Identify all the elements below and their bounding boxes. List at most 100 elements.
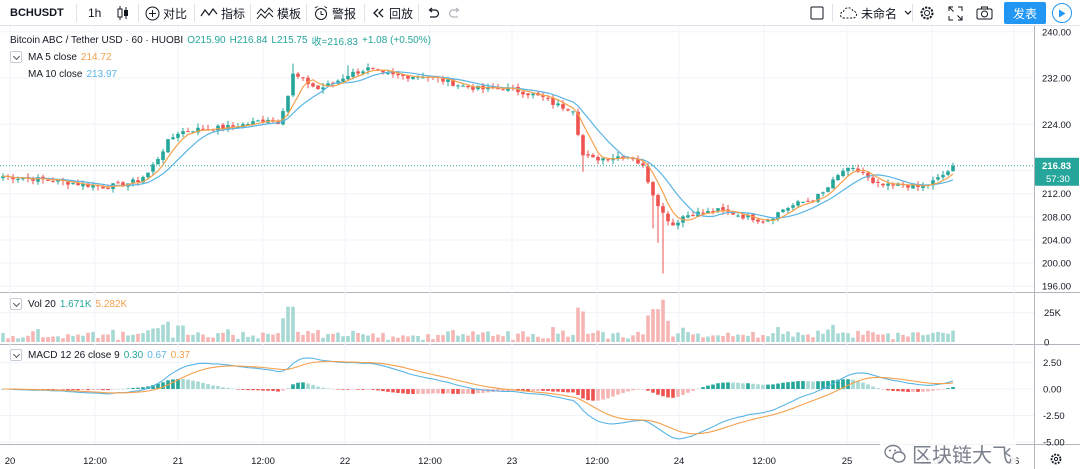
- candle-body: [386, 73, 390, 75]
- candle-body: [341, 78, 345, 82]
- volume-bar: [86, 332, 90, 342]
- compare-button[interactable]: 对比: [145, 0, 187, 26]
- volume-legend: Vol 20 1.671K 5.282K: [10, 298, 127, 310]
- macd-histogram-bar: [311, 384, 315, 389]
- templates-button[interactable]: 模板: [256, 0, 301, 26]
- volume-bar: [206, 337, 210, 342]
- volume-bar: [691, 334, 695, 342]
- volume-bar: [766, 336, 770, 342]
- macd-histogram-bar: [331, 389, 335, 390]
- signal-line-value: 0.37: [170, 349, 191, 361]
- macd-histogram-bar: [871, 386, 875, 389]
- volume-bar: [26, 335, 30, 342]
- collapse-toggle[interactable]: [10, 51, 22, 63]
- price-tick-label: 212.00: [1042, 189, 1071, 200]
- candle-body: [641, 163, 645, 166]
- undo-icon: [428, 7, 440, 18]
- macd-line: [3, 357, 954, 440]
- toolbar-divider: [912, 4, 913, 22]
- candle-body: [531, 93, 535, 96]
- volume-bar: [221, 332, 225, 342]
- undo-button[interactable]: [426, 0, 440, 26]
- volume-bar: [466, 335, 470, 342]
- chart-container[interactable]: 240.00232.00224.00216.00212.00208.00204.…: [0, 26, 1080, 469]
- volume-bar: [521, 331, 525, 342]
- snapshot-button[interactable]: [976, 0, 993, 26]
- macd-histogram-bar: [386, 389, 390, 392]
- macd-histogram-bar: [786, 382, 790, 389]
- macd-histogram-bar: [226, 387, 230, 389]
- volume-bar: [306, 330, 310, 342]
- candle-body: [691, 214, 695, 216]
- macd-histogram-bar: [611, 389, 615, 397]
- candle-body: [786, 208, 790, 211]
- macd-histogram-bar: [436, 389, 440, 394]
- candle-body: [171, 137, 175, 140]
- price-tick-label: 232.00: [1042, 74, 1071, 85]
- candle-body: [141, 177, 145, 183]
- volume-bar: [571, 334, 575, 342]
- candle-body: [666, 213, 670, 222]
- macd-histogram-bar: [646, 389, 650, 391]
- volume-bar: [356, 332, 360, 342]
- macd-histogram-bar: [861, 382, 865, 389]
- macd-histogram-bar: [421, 389, 425, 394]
- macd-histogram-bar: [811, 381, 815, 389]
- macd-histogram-bar: [596, 389, 600, 401]
- macd-line-value: 0.67: [147, 349, 167, 361]
- volume-bar: [716, 335, 720, 342]
- volume-bar: [946, 333, 950, 342]
- axis-settings-icon: [1050, 453, 1062, 465]
- macd-histogram-bar: [711, 384, 715, 389]
- replay-button[interactable]: 回放: [372, 0, 413, 26]
- macd-histogram-bar: [911, 389, 915, 392]
- candle-body: [21, 178, 25, 180]
- redo-button[interactable]: [448, 0, 462, 26]
- candle-body: [136, 180, 140, 183]
- alert-button[interactable]: 警报: [313, 0, 356, 26]
- candle-body: [621, 156, 625, 158]
- alarm-clock-icon: [314, 6, 328, 20]
- collapse-toggle[interactable]: [10, 298, 22, 310]
- collapse-toggle[interactable]: [10, 349, 22, 361]
- volume-bar: [606, 338, 610, 342]
- replay-label: 回放: [389, 6, 414, 21]
- candle-body: [1, 176, 5, 179]
- macd-histogram-bar: [656, 389, 660, 395]
- candle-body: [186, 131, 190, 133]
- macd-histogram-bar: [306, 383, 310, 389]
- fullscreen-toggle[interactable]: [810, 0, 824, 26]
- candle-body: [251, 121, 255, 125]
- candle-body: [756, 219, 760, 222]
- indicators-button[interactable]: 指标: [200, 0, 245, 26]
- candle-body: [831, 179, 835, 189]
- volume-bar: [696, 333, 700, 342]
- candle-body: [11, 177, 15, 180]
- candle-body: [466, 85, 470, 88]
- macd-histogram-bar: [796, 381, 800, 389]
- candle-body: [71, 183, 75, 185]
- layout-menu[interactable]: 未命名: [838, 0, 913, 26]
- macd-histogram-bar: [626, 389, 630, 392]
- expand-button[interactable]: [948, 0, 963, 26]
- macd-histogram-bar: [676, 389, 680, 397]
- candle-body: [591, 154, 595, 158]
- publish-button[interactable]: 发表: [1004, 2, 1046, 24]
- macd-legend: MACD 12 26 close 9 0.30 0.67 0.37: [10, 349, 190, 361]
- chart-canvas[interactable]: 240.00232.00224.00216.00212.00208.00204.…: [0, 26, 1080, 469]
- macd-histogram-bar: [406, 389, 410, 394]
- macd-histogram-bar: [101, 389, 105, 391]
- candles-icon: [117, 6, 128, 20]
- main-legend: Bitcoin ABC / Tether USD · 60 · HUOBI O2…: [10, 33, 431, 48]
- chart-style-button[interactable]: [116, 0, 130, 26]
- volume-bar: [386, 339, 390, 342]
- play-button[interactable]: [1052, 3, 1072, 23]
- volume-bar: [876, 334, 880, 342]
- candle-body: [771, 218, 775, 221]
- volume-bar: [336, 332, 340, 342]
- volume-bar: [406, 336, 410, 342]
- symbol-search-button[interactable]: BCHUSDT: [10, 0, 64, 26]
- interval-label: 1h: [88, 6, 102, 20]
- settings-button[interactable]: [919, 0, 935, 26]
- interval-button[interactable]: 1h: [88, 0, 101, 26]
